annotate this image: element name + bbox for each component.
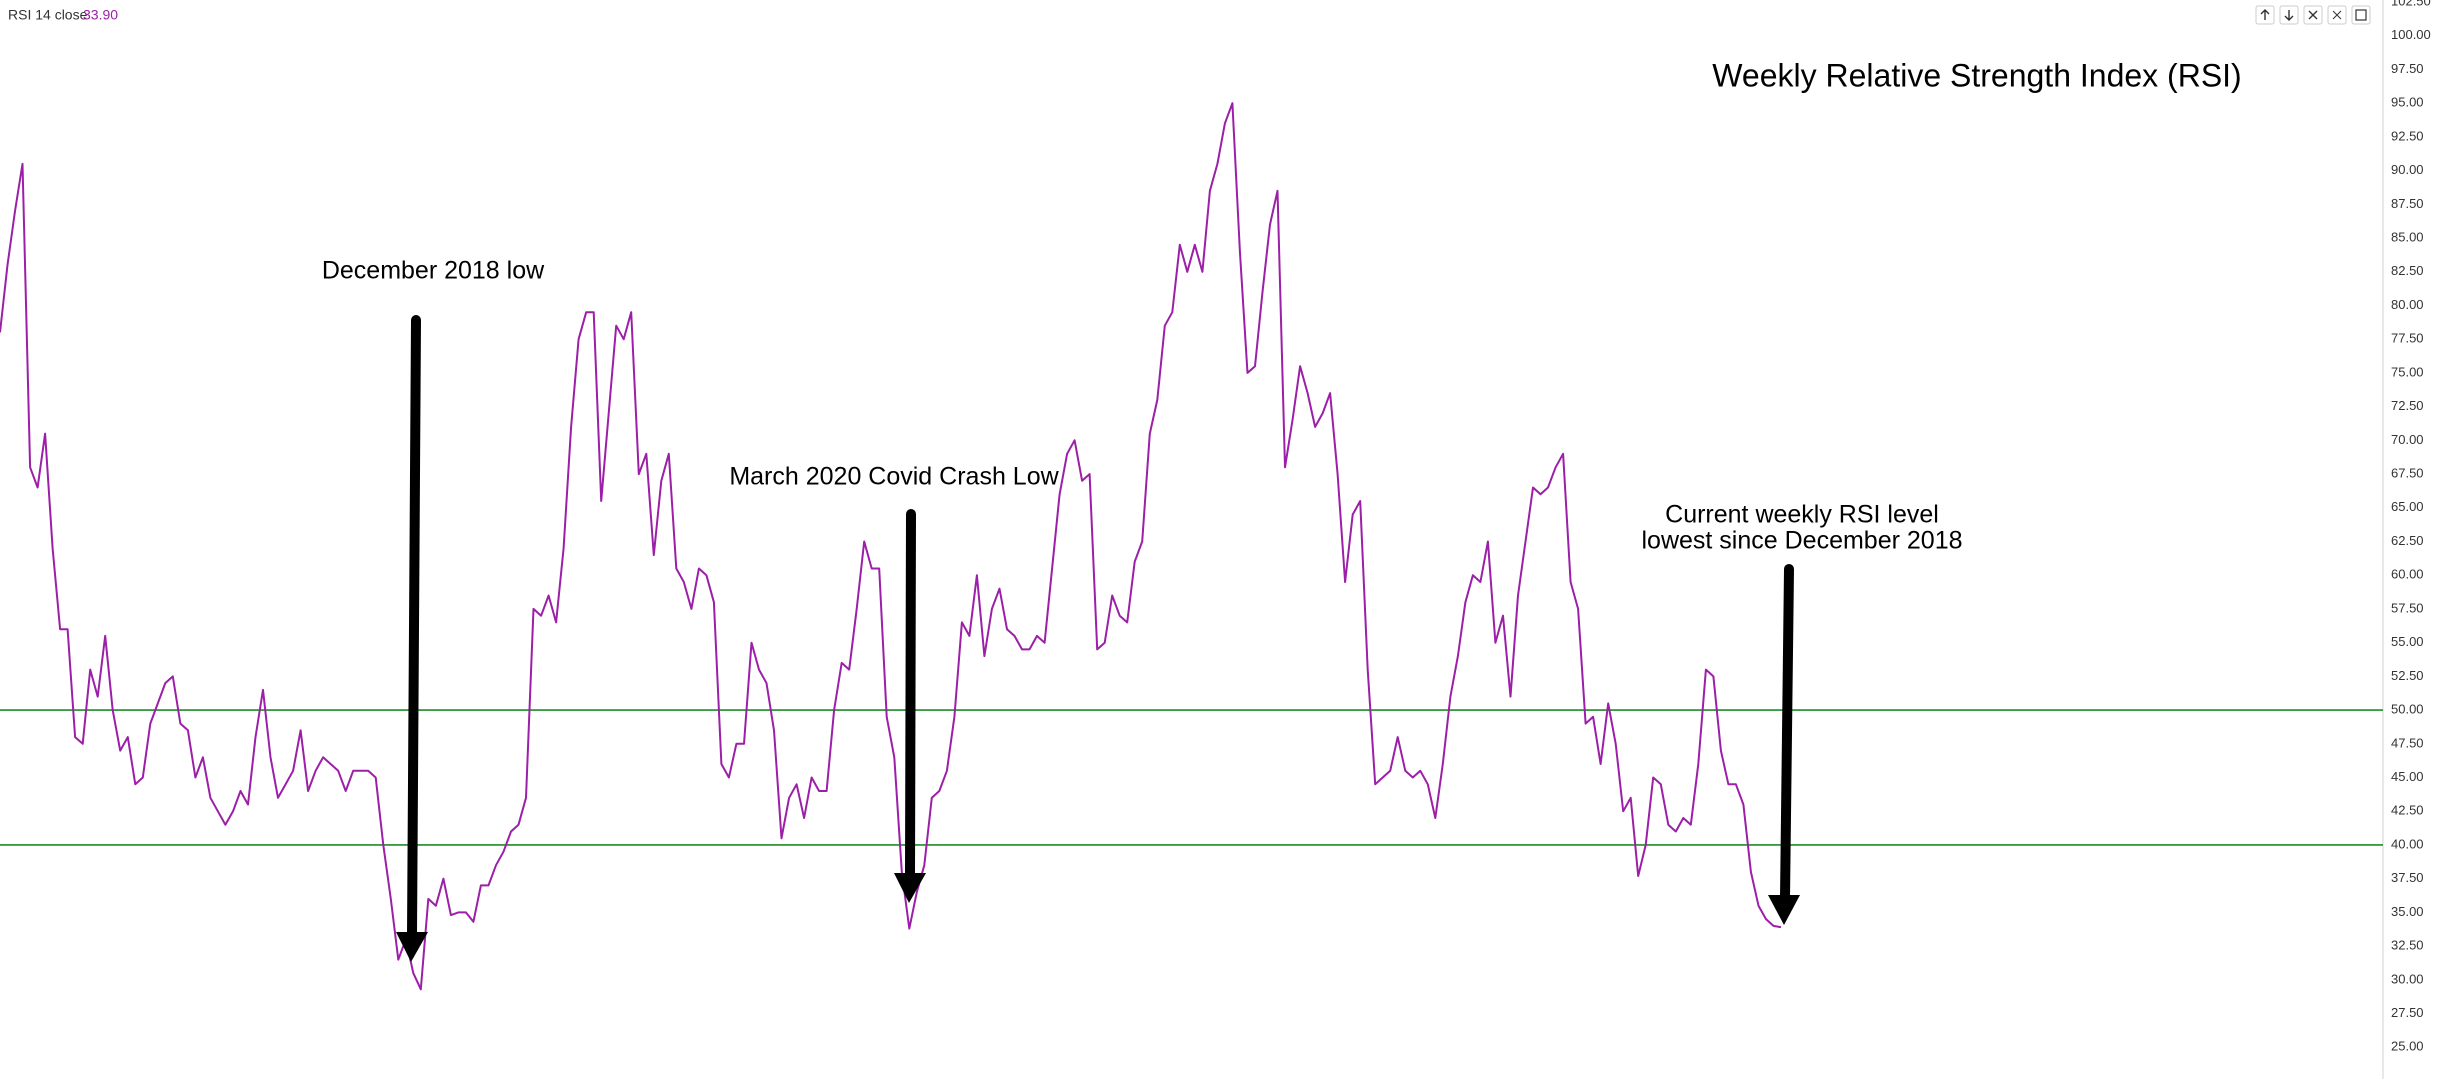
y-tick-label: 50.00 [2391,702,2424,717]
arrow-shaft [407,315,421,940]
annotations: December 2018 low March 2020 Covid Crash… [322,257,1963,962]
y-tick-label: 75.00 [2391,364,2424,379]
y-tick-label: 87.50 [2391,196,2424,211]
collapse-icon [2332,10,2342,20]
up-icon [2260,9,2270,20]
y-tick-label: 70.00 [2391,432,2424,447]
y-tick-label: 47.50 [2391,735,2424,750]
y-tick-label: 102.50 [2391,0,2431,8]
y-tick-label: 40.00 [2391,836,2424,851]
y-tick-label: 30.00 [2391,971,2424,986]
arrow-shaft [1780,564,1794,903]
y-tick-label: 72.50 [2391,398,2424,413]
y-tick-label: 42.50 [2391,803,2424,818]
y-tick-label: 85.00 [2391,229,2424,244]
y-tick-label: 62.50 [2391,533,2424,548]
y-tick-label: 55.00 [2391,634,2424,649]
arrow-head [1768,895,1800,925]
y-tick-label: 45.00 [2391,769,2424,784]
annotation: March 2020 Covid Crash Low [729,463,1059,491]
last-value: 33.90 [83,7,118,23]
y-tick-label: 65.00 [2391,499,2424,514]
indicator-label: RSI 14 close [8,7,88,23]
y-tick-label: 67.50 [2391,466,2424,481]
chart-title: Weekly Relative Strength Index (RSI) [1712,57,2241,93]
y-tick-label: 25.00 [2391,1039,2424,1054]
down-icon [2284,10,2294,21]
y-tick-label: 77.50 [2391,331,2424,346]
y-tick-label: 80.00 [2391,297,2424,312]
annotation: Current weekly RSI level [1665,501,1939,529]
y-tick-label: 37.50 [2391,870,2424,885]
y-tick-label: 57.50 [2391,600,2424,615]
annotation: December 2018 low [322,257,545,285]
close-icon [2308,10,2318,20]
y-tick-label: 35.00 [2391,904,2424,919]
rsi-line [0,102,1782,991]
y-tick-label: 97.50 [2391,61,2424,76]
y-tick-label: 60.00 [2391,567,2424,582]
y-tick-label: 27.50 [2391,1005,2424,1020]
maximize-button[interactable] [2351,5,2371,25]
annotation: lowest since December 2018 [1642,527,1963,555]
y-tick-label: 100.00 [2391,27,2431,42]
y-tick-label: 95.00 [2391,95,2424,110]
y-tick-label: 32.50 [2391,938,2424,953]
y-tick-label: 52.50 [2391,668,2424,683]
maximize-icon [2355,9,2367,21]
toolbar [2255,5,2371,25]
arrow-head [894,873,926,903]
arrow-head [396,932,428,962]
y-tick-label: 90.00 [2391,162,2424,177]
y-tick-label: 82.50 [2391,263,2424,278]
y-tick-label: 92.50 [2391,128,2424,143]
arrow-shaft [905,509,916,881]
